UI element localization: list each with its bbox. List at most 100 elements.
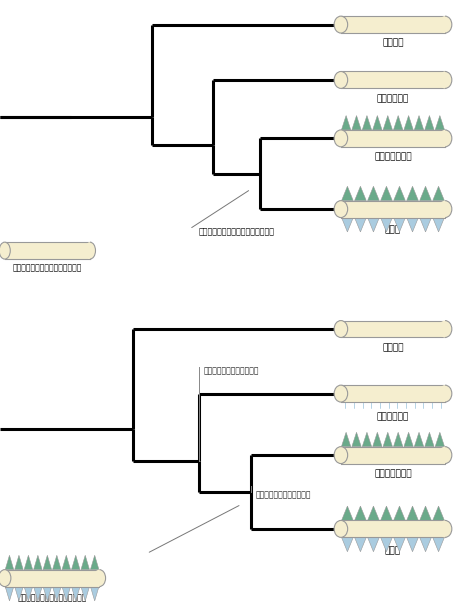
Polygon shape: [341, 538, 352, 552]
Ellipse shape: [0, 242, 10, 259]
Polygon shape: [90, 587, 99, 601]
Polygon shape: [52, 555, 61, 569]
Polygon shape: [380, 218, 392, 232]
Polygon shape: [33, 555, 42, 569]
Polygon shape: [393, 116, 402, 130]
Polygon shape: [341, 116, 350, 130]
Polygon shape: [351, 116, 360, 130]
Bar: [340, 130, 444, 147]
Polygon shape: [424, 116, 433, 130]
Polygon shape: [341, 218, 352, 232]
Polygon shape: [419, 218, 431, 232]
Bar: [340, 200, 444, 218]
Polygon shape: [362, 116, 371, 130]
Polygon shape: [403, 116, 413, 130]
Text: ヤツメウナギ類: ヤツメウナギ類: [373, 469, 411, 478]
Polygon shape: [419, 506, 431, 520]
Text: 脏椎骨の腹側の要素の消失: 脏椎骨の腹側の要素の消失: [255, 491, 311, 499]
Bar: [340, 16, 444, 33]
Text: 尾索動物: 尾索動物: [382, 39, 403, 47]
Polygon shape: [43, 587, 51, 601]
Polygon shape: [432, 218, 444, 232]
Polygon shape: [432, 538, 444, 552]
Text: 仮想的な現生脏椎動物の共通祖先: 仮想的な現生脏椎動物の共通祖先: [17, 593, 87, 602]
Polygon shape: [43, 555, 51, 569]
Polygon shape: [33, 587, 42, 601]
Polygon shape: [71, 555, 80, 569]
Polygon shape: [367, 538, 378, 552]
Polygon shape: [354, 506, 365, 520]
Polygon shape: [403, 432, 413, 446]
Ellipse shape: [333, 130, 347, 147]
Polygon shape: [424, 432, 433, 446]
Polygon shape: [419, 186, 431, 200]
Polygon shape: [354, 186, 365, 200]
Bar: [340, 320, 444, 338]
Polygon shape: [367, 186, 378, 200]
Polygon shape: [413, 432, 423, 446]
Bar: [340, 71, 444, 89]
Polygon shape: [341, 186, 352, 200]
Text: 脏椎骨の背側、腹側の要素の出現？: 脏椎骨の背側、腹側の要素の出現？: [198, 228, 274, 237]
Polygon shape: [419, 538, 431, 552]
Polygon shape: [406, 186, 418, 200]
Bar: [340, 520, 444, 538]
Ellipse shape: [333, 320, 347, 338]
Polygon shape: [341, 432, 350, 446]
Polygon shape: [367, 218, 378, 232]
Ellipse shape: [438, 200, 451, 218]
Ellipse shape: [0, 569, 11, 587]
Ellipse shape: [84, 242, 95, 259]
Polygon shape: [372, 432, 381, 446]
Polygon shape: [62, 587, 70, 601]
Text: ヤツメウナギ類: ヤツメウナギ類: [373, 153, 411, 161]
Polygon shape: [5, 555, 14, 569]
Polygon shape: [382, 116, 392, 130]
Polygon shape: [354, 218, 365, 232]
Polygon shape: [90, 555, 99, 569]
Ellipse shape: [438, 130, 451, 147]
Text: 頹口類: 頹口類: [384, 225, 400, 234]
Ellipse shape: [438, 385, 451, 402]
Polygon shape: [52, 587, 61, 601]
Polygon shape: [382, 432, 392, 446]
Polygon shape: [380, 506, 392, 520]
Ellipse shape: [333, 200, 347, 218]
Polygon shape: [354, 538, 365, 552]
Ellipse shape: [438, 320, 451, 338]
Polygon shape: [24, 555, 32, 569]
Ellipse shape: [333, 16, 347, 33]
Polygon shape: [393, 506, 405, 520]
Polygon shape: [81, 555, 89, 569]
Text: 脏椎骨の背側の要素の消失: 脏椎骨の背側の要素の消失: [203, 366, 258, 375]
Polygon shape: [406, 218, 418, 232]
Polygon shape: [15, 587, 23, 601]
Polygon shape: [15, 555, 23, 569]
Ellipse shape: [333, 385, 347, 402]
Polygon shape: [341, 506, 352, 520]
Ellipse shape: [333, 446, 347, 464]
Polygon shape: [393, 186, 405, 200]
Text: 仮想的な現生脏椎動物の共通祖先: 仮想的な現生脏椎動物の共通祖先: [13, 264, 82, 272]
Text: ヌタウナギ類: ヌタウナギ類: [376, 412, 408, 421]
Polygon shape: [351, 432, 360, 446]
Text: 頹口類: 頹口類: [384, 546, 400, 555]
Bar: [340, 446, 444, 464]
Bar: [5, 569, 99, 587]
Polygon shape: [5, 587, 14, 601]
Polygon shape: [62, 555, 70, 569]
Polygon shape: [362, 432, 371, 446]
Ellipse shape: [438, 446, 451, 464]
Ellipse shape: [438, 16, 451, 33]
Polygon shape: [434, 116, 444, 130]
Polygon shape: [393, 538, 405, 552]
Polygon shape: [380, 538, 392, 552]
Text: ヌタウナギ類: ヌタウナギ類: [376, 94, 408, 103]
Polygon shape: [406, 538, 418, 552]
Polygon shape: [367, 506, 378, 520]
Polygon shape: [393, 218, 405, 232]
Polygon shape: [406, 506, 418, 520]
Ellipse shape: [93, 569, 106, 587]
Polygon shape: [413, 116, 423, 130]
Polygon shape: [432, 506, 444, 520]
